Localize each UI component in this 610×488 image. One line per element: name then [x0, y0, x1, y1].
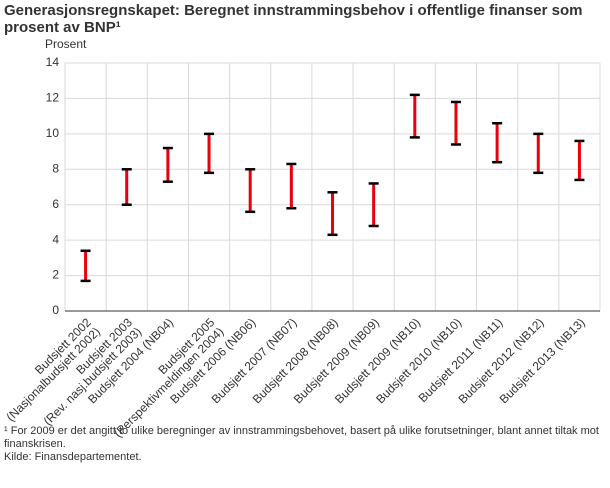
footnote: ¹ For 2009 er det angitt to ulike beregn… — [4, 425, 599, 450]
y-tick-label: 8 — [52, 161, 59, 175]
y-tick-label: 12 — [46, 91, 60, 105]
y-tick-label: 10 — [46, 126, 60, 140]
y-axis-label: Prosent — [45, 37, 87, 51]
notes: ¹ For 2009 er det angitt to ulike beregn… — [4, 425, 604, 464]
y-tick-label: 6 — [52, 197, 59, 211]
y-tick-label: 4 — [52, 232, 59, 246]
chart-title: Generasjonsregnskapet: Beregnet innstram… — [4, 2, 583, 36]
y-tick-label: 0 — [52, 303, 59, 317]
source: Kilde: Finansdepartementet. — [4, 451, 142, 463]
y-tick-label: 2 — [52, 268, 59, 282]
y-tick-label: 14 — [46, 55, 60, 69]
